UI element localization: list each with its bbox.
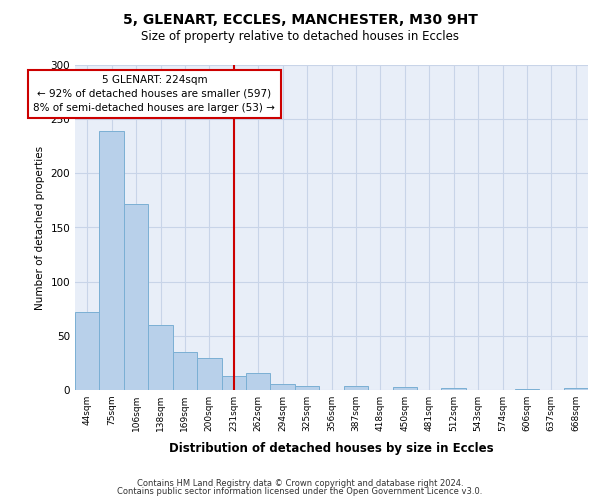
Bar xyxy=(563,388,588,390)
Bar xyxy=(515,389,539,390)
Bar xyxy=(442,388,466,390)
Bar xyxy=(197,358,221,390)
Bar xyxy=(100,131,124,390)
Bar xyxy=(392,387,417,390)
Y-axis label: Number of detached properties: Number of detached properties xyxy=(35,146,45,310)
Bar xyxy=(246,372,271,390)
Bar xyxy=(124,204,148,390)
Bar xyxy=(75,312,100,390)
Text: Size of property relative to detached houses in Eccles: Size of property relative to detached ho… xyxy=(141,30,459,43)
X-axis label: Distribution of detached houses by size in Eccles: Distribution of detached houses by size … xyxy=(169,442,494,456)
Text: 5 GLENART: 224sqm
← 92% of detached houses are smaller (597)
8% of semi-detached: 5 GLENART: 224sqm ← 92% of detached hous… xyxy=(34,74,275,112)
Text: 5, GLENART, ECCLES, MANCHESTER, M30 9HT: 5, GLENART, ECCLES, MANCHESTER, M30 9HT xyxy=(122,12,478,26)
Bar xyxy=(344,386,368,390)
Bar xyxy=(173,352,197,390)
Bar xyxy=(148,325,173,390)
Text: Contains HM Land Registry data © Crown copyright and database right 2024.: Contains HM Land Registry data © Crown c… xyxy=(137,478,463,488)
Bar xyxy=(295,386,319,390)
Bar xyxy=(271,384,295,390)
Text: Contains public sector information licensed under the Open Government Licence v3: Contains public sector information licen… xyxy=(118,487,482,496)
Bar xyxy=(221,376,246,390)
